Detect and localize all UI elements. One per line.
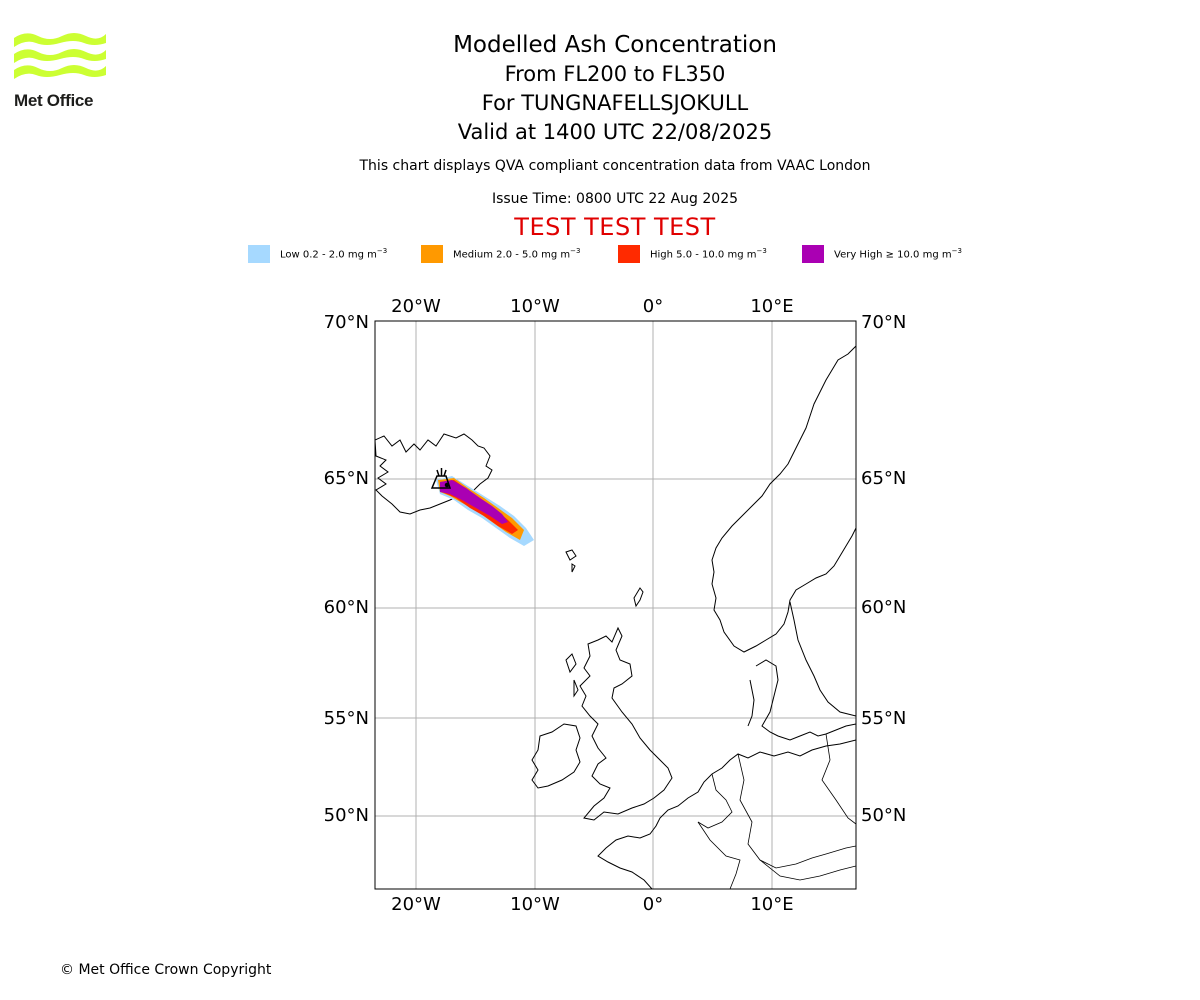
lon-label: 10°W <box>510 296 560 317</box>
chart-header: Modelled Ash Concentration From FL200 to… <box>0 30 1200 147</box>
logo-text: Met Office <box>14 91 94 110</box>
coast-iceland <box>375 433 493 515</box>
lat-label: 50°N <box>861 805 906 826</box>
ash-plume <box>436 476 534 546</box>
legend-swatch-very-high <box>802 245 824 263</box>
legend-swatch-high <box>618 245 640 263</box>
lat-label: 70°N <box>324 312 369 333</box>
coast-hebrides <box>565 653 579 698</box>
test-banner: TEST TEST TEST <box>514 213 716 241</box>
ash-very-high <box>440 480 508 524</box>
lon-label: 0° <box>643 894 663 915</box>
lat-label: 60°N <box>861 597 906 618</box>
lon-labels-top: 20°W 10°W 0° 10°E <box>391 296 793 317</box>
copyright: © Met Office Crown Copyright <box>60 962 272 978</box>
legend-low: Low 0.2 - 2.0 mg m−3 <box>248 244 387 264</box>
qva-note: This chart displays QVA compliant concen… <box>359 158 871 174</box>
graticule <box>375 321 856 889</box>
coast-europe <box>597 739 856 889</box>
legend-very-high: Very High ≥ 10.0 mg m−3 <box>802 244 962 264</box>
lon-label: 0° <box>643 296 663 317</box>
lon-label: 10°E <box>750 894 793 915</box>
coast-great-britain <box>579 626 673 821</box>
met-office-logo <box>14 33 106 79</box>
border-germany-east <box>821 733 856 825</box>
coast-jutland-west <box>747 679 755 727</box>
coast-denmark <box>755 659 856 741</box>
lon-label: 20°W <box>391 296 441 317</box>
lat-label: 55°N <box>324 708 369 729</box>
volcano-name: For TUNGNAFELLSJOKULL <box>481 91 749 115</box>
border-france <box>697 821 741 889</box>
legend-label-high: High 5.0 - 10.0 mg m−3 <box>650 247 767 261</box>
legend-label-low: Low 0.2 - 2.0 mg m−3 <box>280 247 388 261</box>
lat-label: 60°N <box>324 597 369 618</box>
lon-label: 10°E <box>750 296 793 317</box>
volcano-icon <box>430 468 452 489</box>
legend-label-medium: Medium 2.0 - 5.0 mg m−3 <box>453 247 581 261</box>
lon-label: 10°W <box>510 894 560 915</box>
coast-scandinavia-south <box>789 601 856 717</box>
lat-labels-right: 70°N 65°N 60°N 55°N 50°N <box>861 312 906 826</box>
coast-norway <box>711 345 856 653</box>
issue-time: Issue Time: 0800 UTC 22 Aug 2025 <box>491 191 739 207</box>
legend-label-very-high: Very High ≥ 10.0 mg m−3 <box>834 247 962 261</box>
border-benelux <box>697 773 733 829</box>
coast-faroe <box>565 549 577 573</box>
legend-swatch-medium <box>421 245 443 263</box>
legend-high: High 5.0 - 10.0 mg m−3 <box>618 244 767 264</box>
legend-medium: Medium 2.0 - 5.0 mg m−3 <box>421 244 580 264</box>
coast-shetland <box>633 587 644 608</box>
coastlines <box>375 345 856 889</box>
map-frame <box>374 320 857 890</box>
lat-label: 65°N <box>324 468 369 489</box>
lon-label: 20°W <box>391 894 441 915</box>
lat-label: 65°N <box>861 468 906 489</box>
chart-title: Modelled Ash Concentration <box>453 32 777 58</box>
legend-swatch-low <box>248 245 270 263</box>
valid-time: Valid at 1400 UTC 22/08/2025 <box>457 120 773 144</box>
coast-ireland <box>531 723 581 789</box>
border-germany <box>737 753 856 869</box>
lat-label: 55°N <box>861 708 906 729</box>
lat-label: 70°N <box>861 312 906 333</box>
lat-label: 50°N <box>324 805 369 826</box>
border-alps <box>759 859 856 881</box>
lon-labels-bottom: 20°W 10°W 0° 10°E <box>391 894 793 915</box>
lat-labels-left: 70°N 65°N 60°N 55°N 50°N <box>324 312 369 826</box>
flight-levels: From FL200 to FL350 <box>504 62 726 86</box>
